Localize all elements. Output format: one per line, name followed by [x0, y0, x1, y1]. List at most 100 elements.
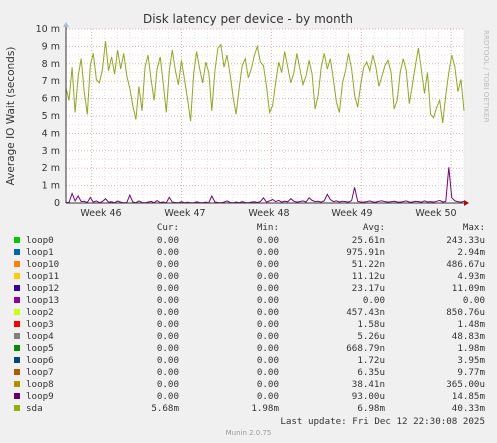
legend-min: 0.00 [256, 391, 279, 402]
legend-header-min: Min: [256, 222, 279, 233]
rrdtool-credit: RRDTOOL / TOBI OETIKER [482, 30, 491, 123]
legend-avg: 51.22n [351, 259, 385, 270]
legend-min: 1.98m [251, 403, 279, 414]
chart-title: Disk latency per device - by month [143, 12, 353, 26]
y-axis-arrow [63, 22, 69, 27]
legend-avg: 93.00u [351, 391, 385, 402]
legend-swatch [14, 273, 20, 279]
legend-name: loop4 [26, 331, 54, 342]
legend-row-loop0: loop0 0.00 0.00 25.61n 243.33u [0, 235, 497, 247]
legend-name: loop0 [26, 235, 54, 246]
legend-min: 0.00 [256, 271, 279, 282]
legend-name: loop13 [26, 295, 60, 306]
legend-cur: 0.00 [156, 367, 179, 378]
legend-row-loop8: loop8 0.00 0.00 38.41n 365.00u [0, 379, 497, 391]
legend-cur: 0.00 [156, 355, 179, 366]
legend-avg: 5.26u [357, 331, 385, 342]
legend-min: 0.00 [256, 319, 279, 330]
legend-max: 243.33u [446, 235, 485, 246]
legend-header-cur: Cur: [156, 222, 179, 233]
y-tick-label: 0 [54, 198, 60, 209]
legend-row-loop2: loop2 0.00 0.00 457.43n 850.76u [0, 307, 497, 319]
legend-name: loop11 [26, 271, 60, 282]
x-tick-label: Week 47 [164, 208, 205, 219]
legend-min: 0.00 [256, 343, 279, 354]
y-tick-label: 8 m [42, 59, 60, 70]
legend-min: 0.00 [256, 367, 279, 378]
legend-cur: 0.00 [156, 259, 179, 270]
legend-cur: 0.00 [156, 391, 179, 402]
legend-cur: 0.00 [156, 283, 179, 294]
legend-swatch [14, 369, 20, 375]
legend-row-sda: sda 5.68m 1.98m 6.98m 40.33m [0, 403, 497, 415]
legend-avg: 38.41n [351, 379, 385, 390]
legend-swatch [14, 333, 20, 339]
legend-cur: 0.00 [156, 379, 179, 390]
legend-max: 40.33m [451, 403, 485, 414]
legend-swatch [14, 237, 20, 243]
legend-cur: 0.00 [156, 331, 179, 342]
legend-name: loop8 [26, 379, 54, 390]
legend-cur: 0.00 [156, 271, 179, 282]
y-tick-label: 2 m [42, 163, 60, 174]
legend-swatch [14, 393, 20, 399]
legend-min: 0.00 [256, 295, 279, 306]
legend-row-loop7: loop7 0.00 0.00 6.35u 9.77m [0, 367, 497, 379]
legend-avg: 0.00 [362, 295, 385, 306]
legend-avg: 11.12u [351, 271, 385, 282]
legend-swatch [14, 345, 20, 351]
legend-row-loop12: loop12 0.00 0.00 23.17u 11.09m [0, 283, 497, 295]
legend-swatch [14, 285, 20, 291]
legend-row-loop6: loop6 0.00 0.00 1.72u 3.95m [0, 355, 497, 367]
legend-header: Cur: Min: Avg: Max: [0, 222, 497, 234]
y-tick-label: 7 m [42, 76, 60, 87]
legend-min: 0.00 [256, 331, 279, 342]
legend-name: loop3 [26, 319, 54, 330]
legend-name: loop6 [26, 355, 54, 366]
legend-max: 850.76u [446, 307, 485, 318]
legend-max: 48.83m [451, 331, 485, 342]
y-tick-label: 9 m [42, 41, 60, 52]
y-tick-label: 3 m [42, 146, 60, 157]
legend-swatch [14, 405, 20, 411]
legend-name: loop9 [26, 391, 54, 402]
legend-name: loop1 [26, 247, 54, 258]
x-tick-label: Week 49 [331, 208, 372, 219]
legend-avg: 23.17u [351, 283, 385, 294]
legend-max: 486.67u [446, 259, 485, 270]
legend-cur: 0.00 [156, 295, 179, 306]
y-tick-label: 6 m [42, 94, 60, 105]
legend-row-loop13: loop13 0.00 0.00 0.00 0.00 [0, 295, 497, 307]
y-tick-label: 10 m [36, 24, 60, 35]
legend-swatch [14, 381, 20, 387]
legend-max: 14.85m [451, 391, 485, 402]
y-tick-label: 1 m [42, 181, 60, 192]
legend-cur: 0.00 [156, 319, 179, 330]
legend-min: 0.00 [256, 379, 279, 390]
legend-swatch [14, 321, 20, 327]
legend-min: 0.00 [256, 355, 279, 366]
series-line-sda [65, 41, 465, 124]
legend-avg: 25.61n [351, 235, 385, 246]
legend-row-loop5: loop5 0.00 0.00 668.79n 1.98m [0, 343, 497, 355]
legend-max: 4.93m [457, 271, 485, 282]
legend-swatch [14, 309, 20, 315]
legend-max: 3.95m [457, 355, 485, 366]
legend-max: 11.09m [451, 283, 485, 294]
y-axis-label: Average IO Wait (seconds) [5, 47, 17, 186]
legend-cur: 0.00 [156, 235, 179, 246]
legend-row-loop10: loop10 0.00 0.00 51.22n 486.67u [0, 259, 497, 271]
legend-min: 0.00 [256, 307, 279, 318]
legend-name: loop10 [26, 259, 60, 270]
legend-swatch [14, 261, 20, 267]
legend-swatch [14, 249, 20, 255]
legend-avg: 1.72u [357, 355, 385, 366]
legend-cur: 5.68m [151, 403, 179, 414]
legend-row-loop11: loop11 0.00 0.00 11.12u 4.93m [0, 271, 497, 283]
series-line-loop9 [65, 167, 465, 204]
x-axis-arrow [464, 200, 469, 206]
legend-max: 1.98m [457, 343, 485, 354]
x-tick-label: Week 50 [415, 208, 456, 219]
last-update: Last update: Fri Dec 12 22:30:08 2025 [280, 416, 485, 427]
legend-name: loop5 [26, 343, 54, 354]
